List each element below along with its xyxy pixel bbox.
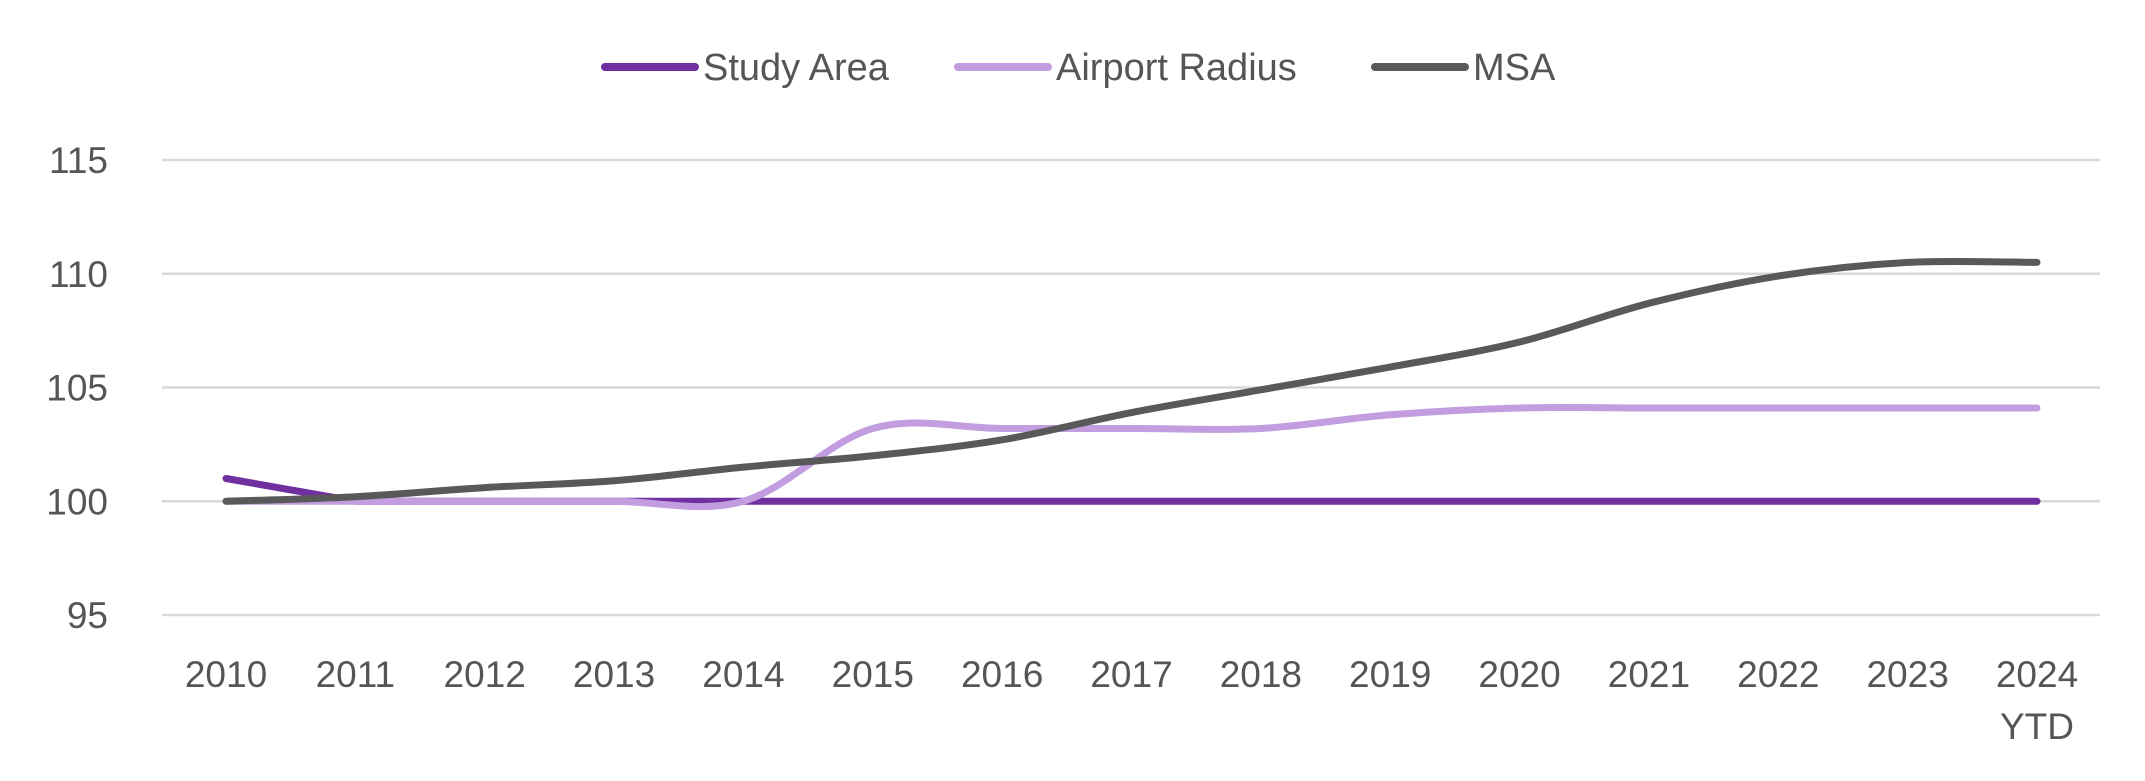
x-tick-label-2022: 2022	[1737, 654, 1819, 695]
legend-label-study-area: Study Area	[703, 47, 890, 89]
y-tick-label-95: 95	[67, 595, 108, 636]
x-tick-label-2017: 2017	[1090, 654, 1172, 695]
x-tick-label-2018: 2018	[1220, 654, 1302, 695]
x-tick-label-2010: 2010	[185, 654, 267, 695]
y-axis: 95 100 105 110 115	[46, 140, 108, 636]
x-tick-label-2024-ytd: 2024 YTD	[1996, 654, 2078, 747]
y-tick-label-105: 105	[46, 368, 108, 409]
x-tick-label-2013: 2013	[573, 654, 655, 695]
series-group	[222, 257, 2041, 511]
legend-label-airport-radius: Airport Radius	[1056, 47, 1297, 89]
y-tick-label-110: 110	[49, 254, 108, 295]
x-tick-label-2014: 2014	[702, 654, 784, 695]
x-tick-label-2016: 2016	[961, 654, 1043, 695]
x-tick-label-2015: 2015	[832, 654, 914, 695]
gridlines	[162, 158, 2100, 617]
series-line-msa	[222, 257, 2041, 505]
x-axis: 2010 2011 2012 2013 2014 2015 2016 2017 2018 2019…	[185, 654, 2078, 747]
x-tick-label-2019: 2019	[1349, 654, 1431, 695]
x-tick-label-2021: 2021	[1608, 654, 1690, 695]
legend: Study Area Airport Radius MSA	[601, 47, 1556, 89]
y-tick-label-115: 115	[49, 140, 108, 181]
x-tick-label-2012: 2012	[444, 654, 526, 695]
y-tick-label-100: 100	[46, 481, 108, 522]
legend-label-msa: MSA	[1473, 47, 1556, 89]
x-tick-label-2023: 2023	[1866, 654, 1948, 695]
series-line-airport-radius	[222, 403, 2041, 511]
x-tick-label-2011: 2011	[316, 654, 396, 695]
x-tick-label-2020: 2020	[1478, 654, 1560, 695]
